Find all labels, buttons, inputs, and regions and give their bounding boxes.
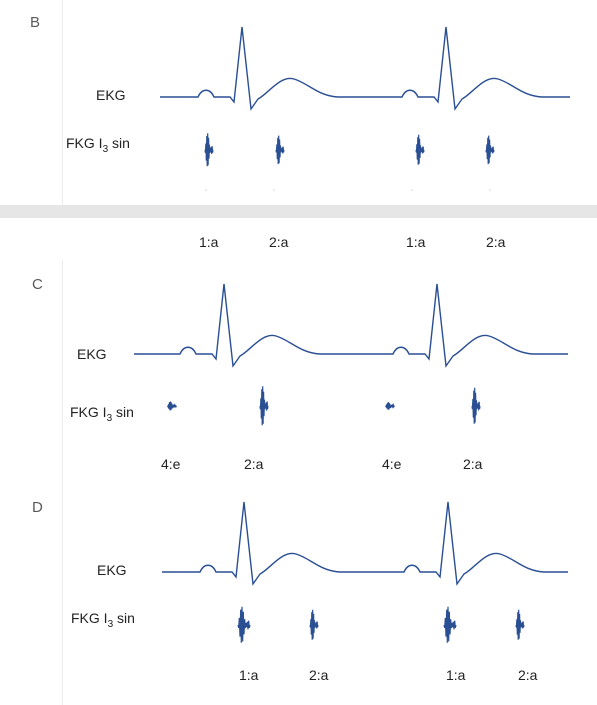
tick-dot <box>273 189 275 191</box>
panel-b-rule <box>62 0 63 205</box>
panel-c-rule <box>62 260 63 485</box>
marker-label: 2:a <box>309 667 329 683</box>
heart-sound-burst <box>485 135 495 165</box>
section-divider <box>0 205 597 218</box>
fkg-label: FKG I3 sin <box>71 610 135 630</box>
ekg-label: EKG <box>77 346 107 362</box>
divider-label: 1:a <box>406 234 426 250</box>
heart-sound-burst <box>471 387 481 424</box>
ekg-trace <box>134 283 568 368</box>
ekg-label: EKG <box>97 562 127 578</box>
heart-sound-burst <box>309 609 319 640</box>
panel-d: D EKG FKG I3 sin 1:a 2:a 1:a 2:a <box>0 485 597 705</box>
heart-sound-burst <box>166 401 177 411</box>
divider-label: 2:a <box>486 234 506 250</box>
tick-dot <box>489 189 491 191</box>
fkg-label: FKG I3 sin <box>70 404 134 424</box>
heart-sound-burst <box>515 609 525 640</box>
panel-c: C EKG FKG I3 sin 4:e 2:a 4:e 2:a <box>0 260 597 485</box>
heart-sound-burst <box>204 133 214 167</box>
marker-label: 2:a <box>518 667 538 683</box>
heart-sound-burst <box>237 606 251 643</box>
fkg-label: FKG I3 sin <box>66 135 130 155</box>
marker-label: 4:e <box>161 456 181 472</box>
fkg-trace <box>237 606 525 643</box>
ekg-label: EKG <box>96 87 126 103</box>
marker-label: 4:e <box>382 456 402 472</box>
fkg-trace <box>204 133 495 167</box>
panel-b-label: B <box>30 14 41 31</box>
tick-dot <box>411 189 413 191</box>
panel-d-rule <box>62 485 63 705</box>
marker-label: 1:a <box>446 667 466 683</box>
heart-sound-burst <box>259 386 269 426</box>
divider-label: 1:a <box>199 234 219 250</box>
marker-label: 2:a <box>244 456 264 472</box>
panel-d-label: D <box>32 499 43 516</box>
panel-d-traces <box>162 501 568 643</box>
fkg-trace <box>166 386 481 426</box>
marker-label: 1:a <box>239 667 259 683</box>
heart-sound-burst <box>415 134 425 165</box>
marker-label: 2:a <box>463 456 483 472</box>
panel-b: B EKG FKG I3 sin <box>0 0 597 205</box>
ekg-trace <box>162 501 568 586</box>
heart-sound-burst <box>443 606 457 643</box>
panel-c-label: C <box>32 276 43 293</box>
heart-sound-burst <box>275 135 285 165</box>
panel-c-traces <box>134 283 568 426</box>
divider-label: 2:a <box>269 234 289 250</box>
tick-dot <box>205 189 207 191</box>
ekg-trace <box>160 26 570 111</box>
heart-sound-burst <box>385 402 395 410</box>
panel-b-traces <box>160 26 570 191</box>
